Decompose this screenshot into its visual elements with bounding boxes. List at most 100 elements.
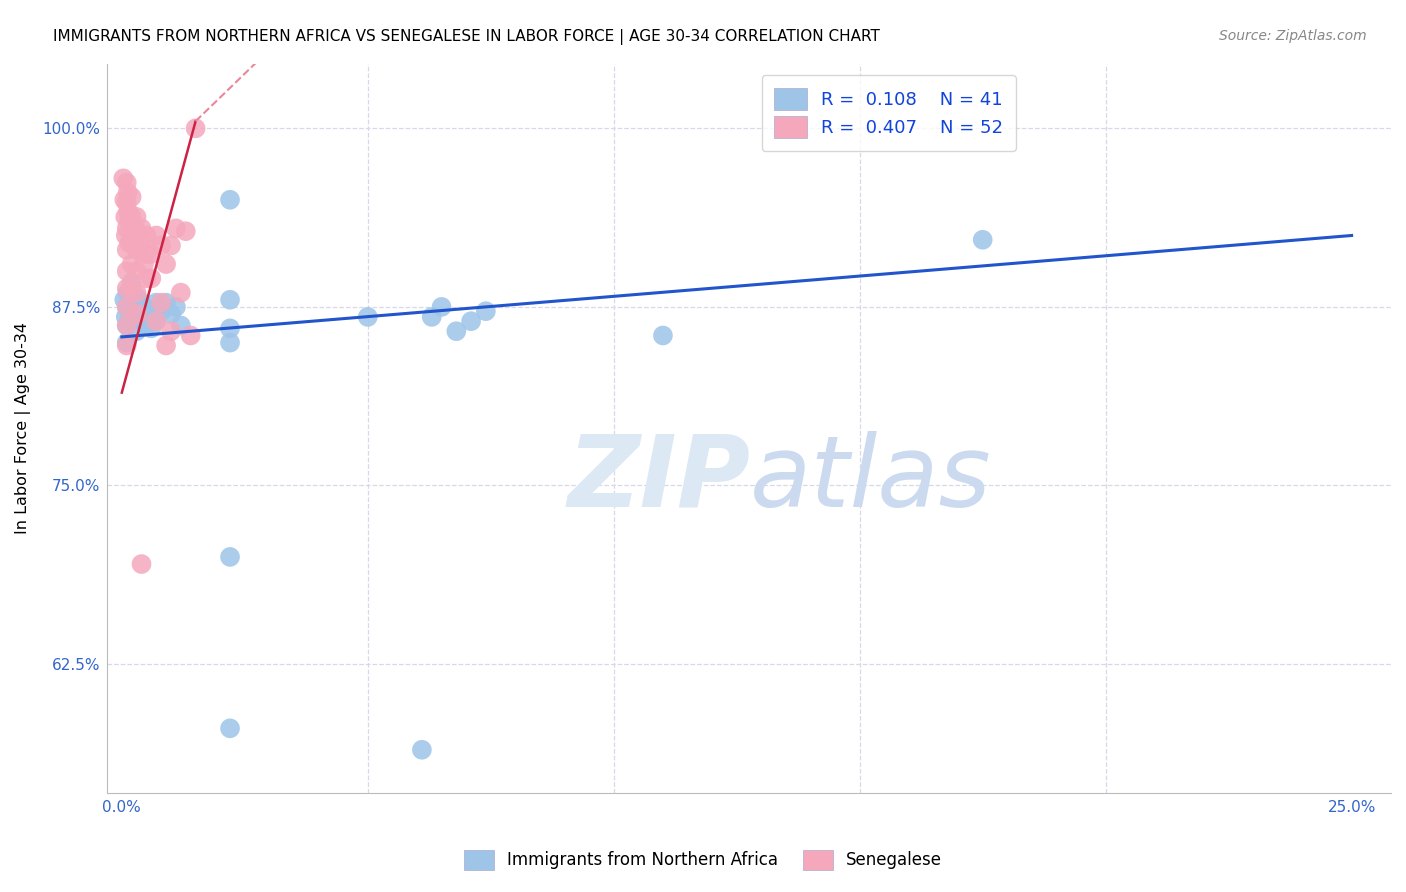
Point [121,281,143,295]
Point [131,312,153,326]
Point [115,338,138,352]
Point [121,314,143,328]
Point [145,295,167,310]
Point [125,243,148,257]
Point [115,264,138,278]
Text: ZIP: ZIP [568,431,751,528]
Point [145,312,167,326]
Point [145,314,167,328]
Point [131,295,153,310]
Point [135,301,157,316]
Point [652,328,675,343]
Point [170,318,193,333]
Point [141,247,163,261]
Point [145,228,167,243]
Point [165,300,187,314]
Point [150,304,173,318]
Point [135,271,157,285]
Point [972,233,994,247]
Point [115,221,138,235]
Point [117,285,139,300]
Point [160,324,183,338]
Point [184,121,207,136]
Point [125,210,148,224]
Point [121,190,143,204]
Point [219,722,242,736]
Point [135,228,157,243]
Point [122,238,145,252]
Point [115,176,138,190]
Point [219,335,242,350]
Point [219,321,242,335]
Point [125,290,148,304]
Point [114,228,136,243]
Point [155,295,177,310]
Point [115,281,138,295]
Text: IMMIGRANTS FROM NORTHERN AFRICA VS SENEGALESE IN LABOR FORCE | AGE 30-34 CORRELA: IMMIGRANTS FROM NORTHERN AFRICA VS SENEG… [53,29,880,45]
Point [115,300,138,314]
Point [118,235,141,250]
Point [125,264,148,278]
Point [180,328,202,343]
Point [131,557,153,571]
Point [160,307,183,321]
Point [131,238,153,252]
Point [357,310,380,324]
Point [115,195,138,210]
Point [117,204,139,219]
Point [114,210,136,224]
Point [118,214,141,228]
Point [219,549,242,564]
Point [219,293,242,307]
Point [460,314,482,328]
Point [112,171,135,186]
Point [125,285,148,300]
Point [411,743,433,757]
Point [174,224,197,238]
Point [446,324,468,338]
Point [165,221,187,235]
Point [155,338,177,352]
Point [121,276,143,290]
Point [135,318,157,333]
Point [121,257,143,271]
Point [115,335,138,350]
Point [132,257,155,271]
Point [117,186,139,200]
Point [114,310,136,324]
Point [127,307,149,321]
Point [121,210,143,224]
Point [155,257,177,271]
Point [115,318,138,333]
Point [420,310,443,324]
Point [125,307,148,321]
Point [125,224,148,238]
Point [475,304,498,318]
Point [121,219,143,233]
Text: atlas: atlas [751,431,991,528]
Point [121,295,143,310]
Point [125,324,148,338]
Point [118,304,141,318]
Point [219,193,242,207]
Legend: Immigrants from Northern Africa, Senegalese: Immigrants from Northern Africa, Senegal… [457,843,949,877]
Point [150,295,173,310]
Point [112,293,135,307]
Point [141,321,163,335]
Point [430,300,453,314]
Point [170,285,193,300]
Point [115,243,138,257]
Point [115,318,138,333]
Point [112,193,135,207]
Point [115,300,138,314]
Point [150,238,173,252]
Point [131,221,153,235]
Point [141,304,163,318]
Legend: R =  0.108    N = 41, R =  0.407    N = 52: R = 0.108 N = 41, R = 0.407 N = 52 [762,75,1017,151]
Point [141,271,163,285]
Text: Source: ZipAtlas.com: Source: ZipAtlas.com [1219,29,1367,44]
Point [135,247,157,261]
Y-axis label: In Labor Force | Age 30-34: In Labor Force | Age 30-34 [15,322,31,534]
Point [121,233,143,247]
Point [160,238,183,252]
